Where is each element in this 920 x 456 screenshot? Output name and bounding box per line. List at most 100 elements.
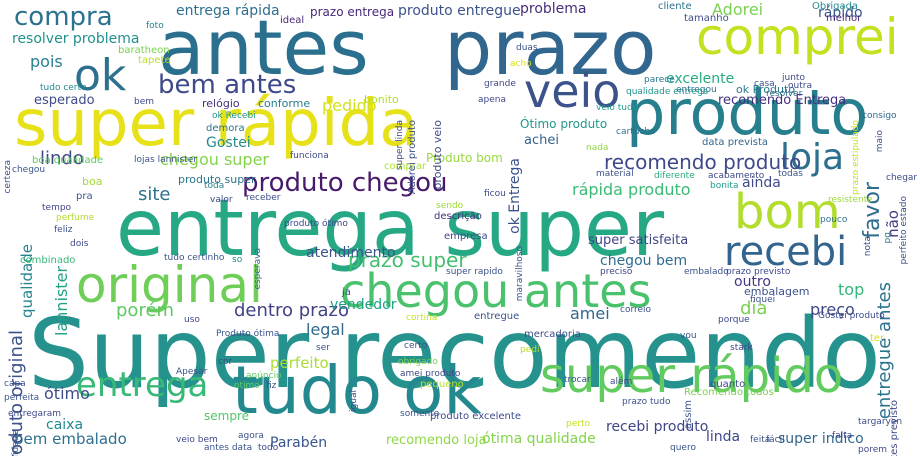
word-super-satisfeita: super satisfeita: [588, 233, 689, 248]
word-targaryen: targaryen: [858, 417, 903, 427]
word-acabamento: acabamento: [708, 171, 765, 181]
word-gostei-produto: Gostei produto: [818, 311, 885, 321]
word-recomendo-produto: recomendo produto: [604, 150, 802, 174]
word-super-indico: super indico: [778, 431, 864, 447]
word-demora: demora: [206, 123, 245, 134]
word-casa: casa: [754, 79, 775, 89]
word-pouco: pouco: [820, 215, 848, 225]
word-embalado: embalado: [684, 267, 729, 277]
word-tudo-certo: tudo certo: [40, 83, 87, 93]
word-veio-bem: veio bem: [176, 435, 218, 445]
word-ok-entrega: ok Entrega: [507, 158, 523, 234]
word-resolver: resolver: [766, 89, 803, 99]
word-perfeito-estado: perfeito estado: [899, 196, 909, 265]
word-obrigado: obrigado: [398, 357, 438, 367]
word-apesar: Apesar: [176, 367, 208, 377]
word-maio: maio: [875, 130, 885, 153]
word-baratheon: baratheon: [118, 45, 170, 56]
word-combinado: combinado: [20, 255, 76, 266]
word-excelente-qualidade: excelente qualidade: [11, 430, 21, 456]
word-duas: duas: [516, 43, 538, 53]
word-boa: boa: [82, 175, 103, 188]
word-tamanho: tamanho: [684, 13, 729, 24]
word-entrega-super: entrega super: [116, 184, 665, 274]
word-ainda: ainda: [742, 175, 781, 191]
word-entregue: entregue: [474, 311, 520, 322]
word-cor: cor: [218, 357, 233, 367]
word-facil: fácil: [766, 435, 785, 445]
word-certo: certo: [404, 341, 428, 351]
word-produto-chegou: produto chegou: [242, 168, 448, 198]
word-igual: igual: [349, 390, 359, 412]
word-chegou-bem: chegou bem: [600, 253, 688, 269]
word-compra: compra: [14, 2, 113, 32]
word-perto: perto: [566, 419, 590, 429]
word-caixa: caixa: [46, 417, 84, 433]
word-favor: favor: [860, 182, 885, 239]
word-tapete: tapete: [138, 55, 171, 66]
word-amei-produto: amei produto: [400, 369, 461, 379]
word-correio: correio: [620, 305, 652, 315]
word-quero: quero: [670, 443, 696, 453]
word-parece: parece: [644, 75, 675, 85]
word-produto: produto: [626, 76, 869, 149]
word-fiquei: fiquei: [750, 295, 776, 305]
word-so: so: [232, 255, 243, 265]
word-bem: bem: [134, 97, 155, 107]
word-bom: bom: [734, 184, 841, 240]
word-produto-otimo: produto ótimo: [284, 219, 348, 229]
word-junto: junto: [782, 73, 805, 83]
word-ok-produto: ok Produto: [736, 83, 796, 96]
word-tudo-certinho: tudo certinho: [164, 253, 225, 263]
word-anuncio: anúncio: [246, 371, 282, 381]
word-empresa: empresa: [444, 231, 488, 242]
word-perfume: perfume: [56, 213, 95, 223]
word-certeza: certeza: [3, 160, 13, 194]
word-pedi: pedi: [520, 345, 540, 355]
word-chegou-antes: chegou antes: [340, 264, 652, 318]
word-dois: dois: [70, 239, 89, 249]
word-somente: somente: [400, 409, 440, 419]
word-sempre: sempre: [204, 409, 249, 423]
word-fiz: fiz: [266, 381, 277, 391]
word-receber: receber: [246, 193, 281, 203]
word-entrega-rapida: entrega rápida: [176, 3, 280, 19]
word-grande: grande: [484, 79, 516, 89]
word-ser: ser: [316, 343, 330, 353]
word-chegou-super: chegou super: [160, 150, 270, 169]
word-chegar: chegar: [886, 173, 918, 183]
word-pois: pois: [30, 52, 63, 71]
word-otimo: ótimo: [44, 384, 90, 403]
word-recebi-produto: recebi produto: [606, 419, 709, 435]
word-top: top: [838, 280, 865, 299]
word-tempo: tempo: [42, 203, 72, 213]
word-site: site: [138, 184, 171, 205]
word-amei: amei: [570, 304, 610, 323]
word-perfeito: perfeito: [270, 354, 329, 372]
word-alem: além: [610, 377, 633, 387]
word-prazo-entrega: prazo entrega: [310, 5, 395, 19]
word-prazo-previsto: prazo previsto: [726, 267, 791, 277]
word-capa: capa: [4, 379, 26, 389]
word-resolver-problema: resolver problema: [12, 31, 140, 47]
word-dia: dia: [740, 298, 768, 319]
word-cortina: cortina: [406, 313, 438, 323]
word-apena: apena: [478, 95, 506, 105]
word-todas: todas: [778, 169, 803, 179]
word-ok-recebi: ok Recebi: [212, 111, 256, 121]
word-veio: veio: [524, 64, 621, 118]
word-diferente: diferente: [654, 171, 695, 181]
word-porque: porque: [718, 315, 750, 325]
word-trocar: trocar: [564, 375, 591, 385]
word-falta: falta: [832, 431, 853, 441]
word-outra: outra: [788, 81, 812, 91]
word-conforme: conforme: [258, 97, 311, 110]
word-super-rapida: super rápida: [14, 87, 419, 161]
word-quanto: quanto: [710, 379, 746, 390]
word-gostei: Gostei: [206, 135, 251, 151]
word-esperava: esperava: [253, 248, 263, 290]
word-produto-veio: produto veio: [431, 120, 444, 190]
word-super-rapido: super rápido: [540, 348, 844, 404]
word-mercadoria: mercadoria: [524, 329, 581, 340]
